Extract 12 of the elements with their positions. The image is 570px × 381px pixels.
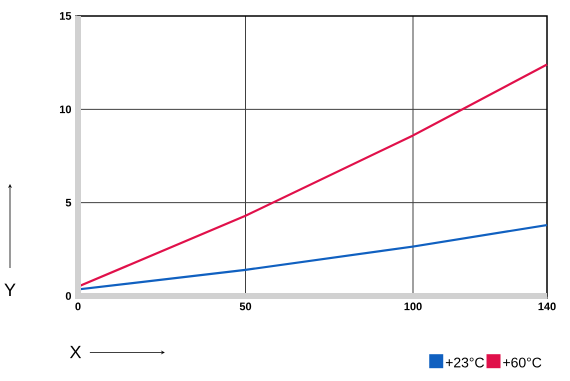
- y-axis-title: Y: [4, 284, 16, 296]
- y-tick-label: 10: [60, 105, 72, 114]
- x-tick-label: 100: [404, 302, 422, 310]
- y-tick-label: 0: [66, 292, 72, 300]
- x-axis-title: X: [70, 346, 82, 358]
- x-tick-label: 0: [75, 302, 81, 310]
- y-tick-label: 5: [66, 198, 72, 206]
- y-tick-label: 15: [60, 12, 72, 20]
- legend-label: +60°C: [503, 358, 542, 368]
- x-tick-label: 140: [538, 302, 556, 310]
- legend-label: +23°C: [446, 358, 484, 368]
- x-tick-label: 50: [240, 302, 252, 310]
